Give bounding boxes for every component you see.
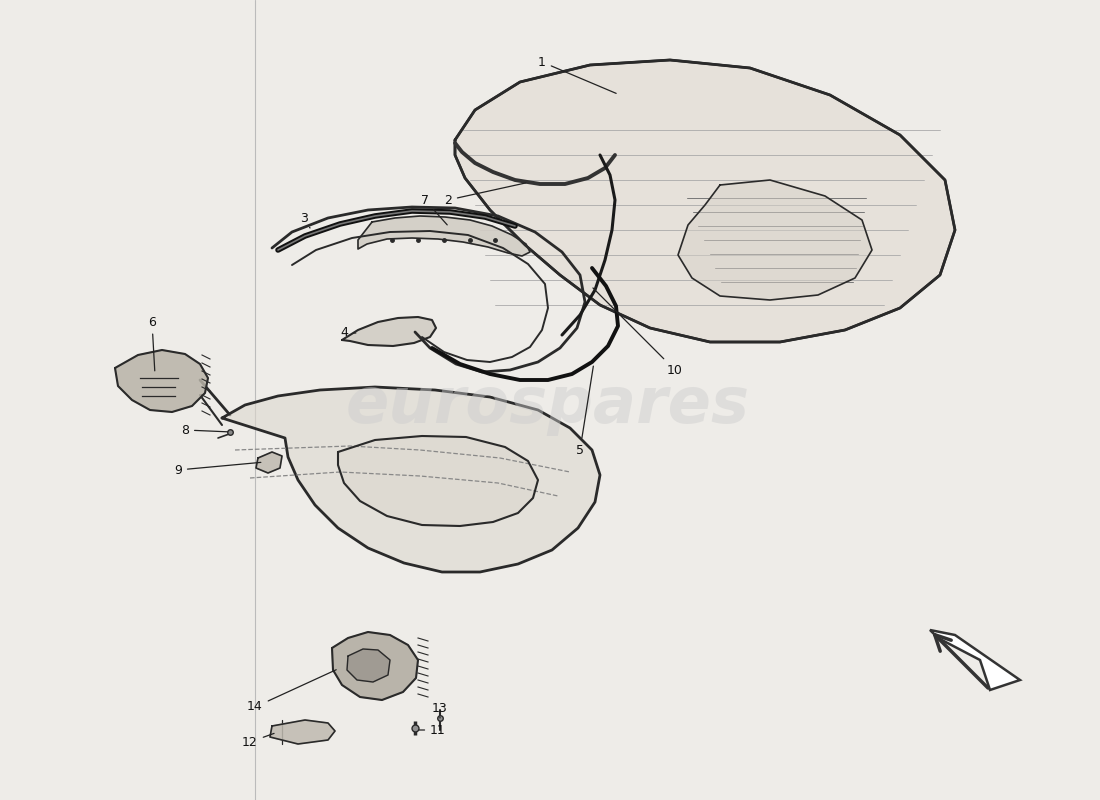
- Text: 4: 4: [340, 326, 355, 339]
- Polygon shape: [358, 216, 530, 256]
- Text: 2: 2: [444, 183, 526, 206]
- Text: 7: 7: [421, 194, 448, 225]
- Text: 5: 5: [576, 366, 593, 457]
- Polygon shape: [346, 649, 390, 682]
- Text: 10: 10: [593, 288, 683, 377]
- Polygon shape: [256, 452, 282, 473]
- Polygon shape: [678, 180, 872, 300]
- Polygon shape: [270, 720, 336, 744]
- Text: 13: 13: [432, 702, 448, 718]
- Polygon shape: [222, 387, 600, 572]
- Text: 3: 3: [300, 211, 310, 228]
- Text: eurospares: eurospares: [346, 374, 750, 436]
- Text: 11: 11: [419, 723, 446, 737]
- Polygon shape: [930, 630, 1020, 690]
- Text: 8: 8: [182, 423, 228, 437]
- Text: 14: 14: [248, 670, 337, 714]
- Text: 9: 9: [174, 462, 261, 477]
- Polygon shape: [338, 436, 538, 526]
- Polygon shape: [455, 60, 955, 342]
- Polygon shape: [332, 632, 418, 700]
- Text: 6: 6: [148, 315, 156, 371]
- Polygon shape: [116, 350, 208, 412]
- Text: 1: 1: [538, 55, 616, 94]
- Text: 12: 12: [242, 734, 274, 749]
- Polygon shape: [342, 317, 436, 346]
